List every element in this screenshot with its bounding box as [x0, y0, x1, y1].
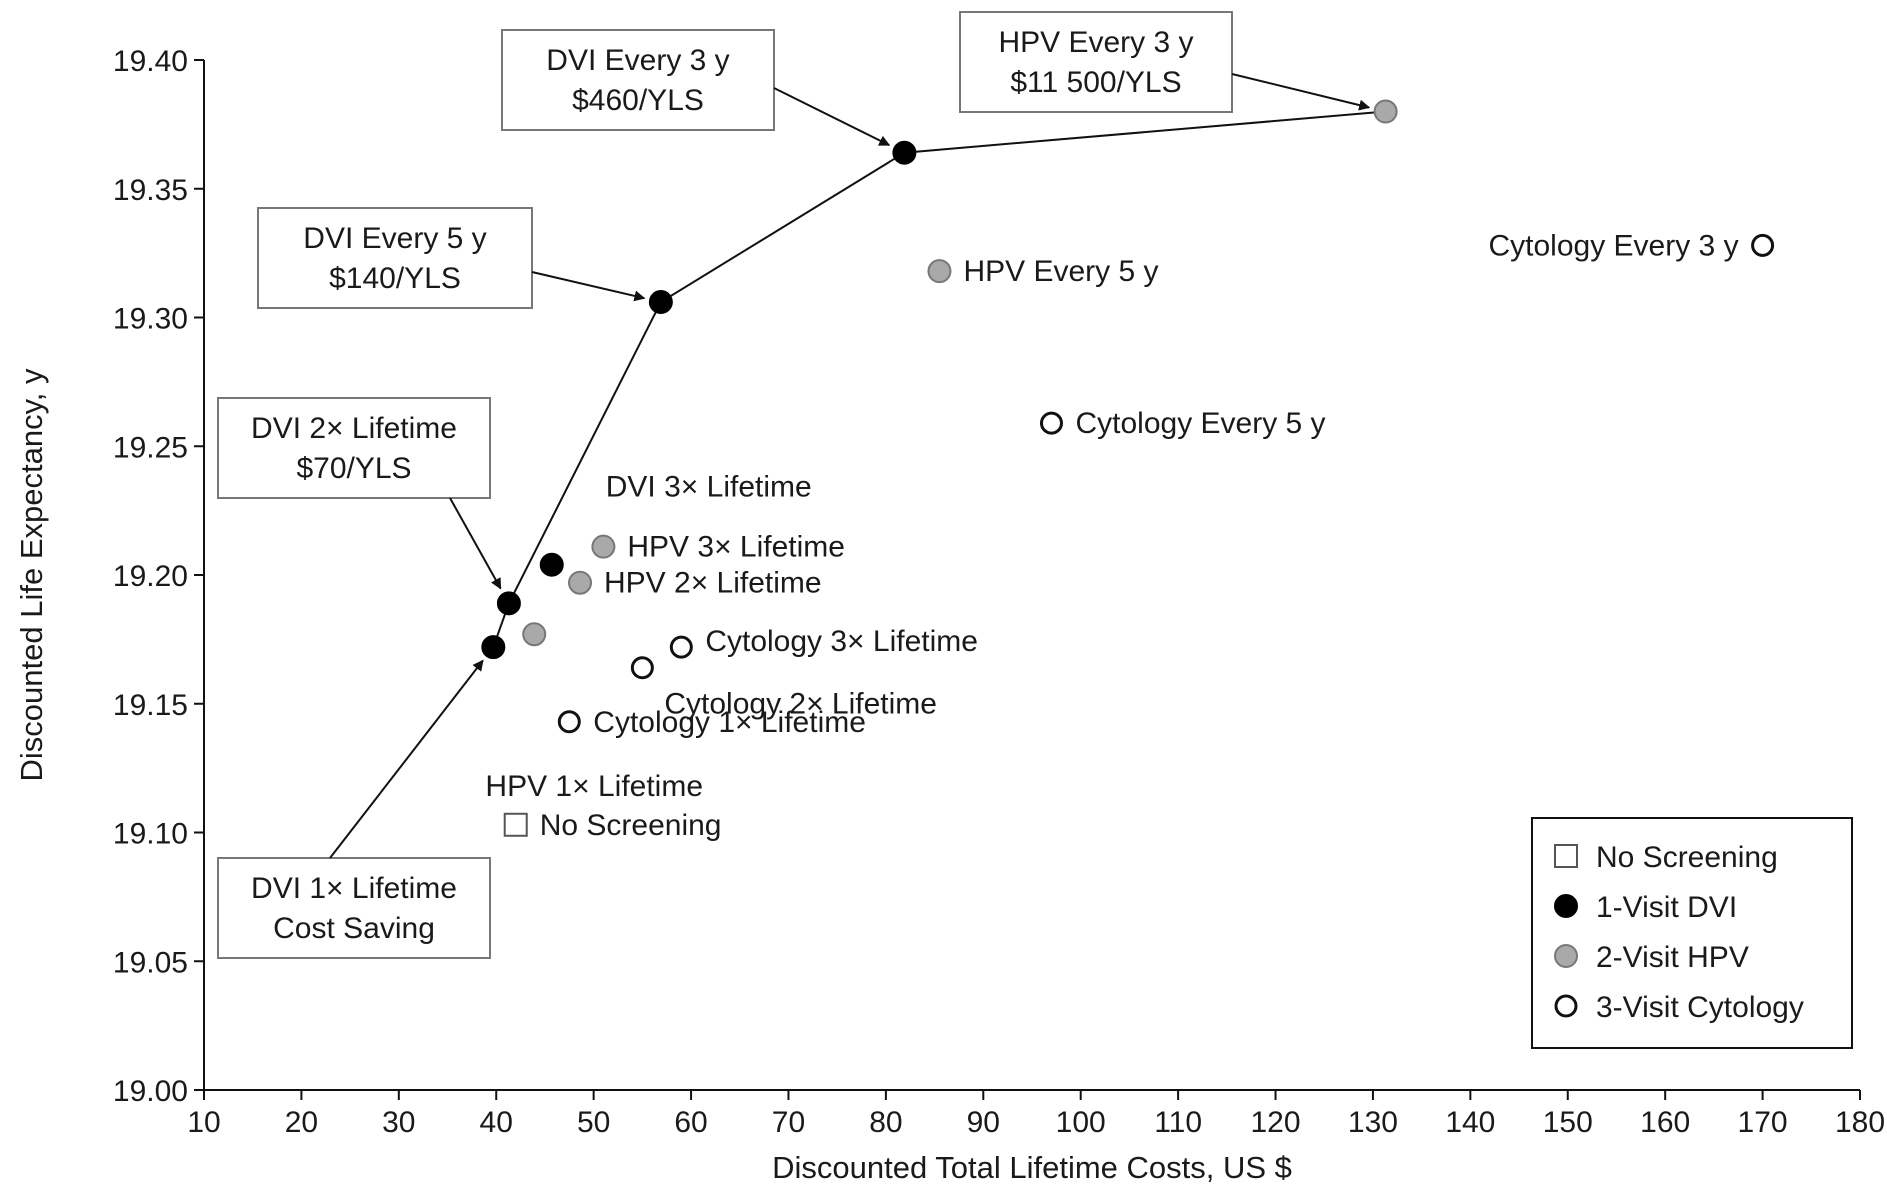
- y-tick-label: 19.15: [113, 689, 188, 722]
- point-labels: No Screening DVI 3× Lifetime HPV 1× Lifeti…: [485, 229, 1738, 841]
- point-label: DVI 3× Lifetime: [606, 471, 812, 504]
- point-label: No Screening: [540, 809, 722, 842]
- x-tick-label: 160: [1640, 1106, 1690, 1139]
- callout-text: DVI 1× Lifetime: [251, 872, 457, 905]
- callouts: DVI 1× Lifetime Cost Saving DVI 2× Lifetim…: [217, 11, 1371, 959]
- x-tick-label: 10: [187, 1106, 220, 1139]
- point-label: HPV Every 5 y: [963, 255, 1158, 288]
- legend-box: [1531, 817, 1853, 1049]
- data-point: [522, 622, 547, 647]
- callout-frame: [257, 207, 533, 309]
- callout-text: DVI Every 3 y: [546, 44, 729, 77]
- callout-arrow: [531, 271, 646, 302]
- y-tick-label: 19.30: [113, 303, 188, 336]
- data-point: [892, 140, 917, 165]
- x-tick-label: 90: [967, 1106, 1000, 1139]
- callout-box: HPV Every 3 y $11 500/YLS: [959, 11, 1371, 113]
- point-label: Cytology 3× Lifetime: [705, 625, 978, 658]
- legend-marker: [1554, 944, 1578, 968]
- point-label: Cytology 2× Lifetime: [664, 688, 937, 721]
- axes: 10 20 30 40 50 60 70 80 90 100 110 120 130 140 150 160 1…: [113, 45, 1885, 1139]
- callout-box: DVI 2× Lifetime $70/YLS: [217, 397, 502, 590]
- callout-text: HPV Every 3 y: [998, 26, 1193, 59]
- data-point: [591, 534, 616, 559]
- data-point: [669, 635, 693, 659]
- data-point: [927, 259, 952, 284]
- y-tick-label: 19.20: [113, 560, 188, 593]
- legend-entry: 3-Visit Cytology: [1596, 991, 1804, 1024]
- callout-text: $460/YLS: [572, 84, 704, 117]
- x-tick-label: 130: [1348, 1106, 1398, 1139]
- y-axis-title: Discounted Life Expectancy, y: [14, 368, 49, 781]
- point-label: HPV 1× Lifetime: [485, 770, 703, 803]
- legend-entry: 2-Visit HPV: [1596, 941, 1749, 974]
- callout-box: DVI 1× Lifetime Cost Saving: [217, 659, 491, 959]
- callout-frame: [217, 397, 491, 499]
- x-tick-label: 180: [1835, 1106, 1885, 1139]
- callout-text: $140/YLS: [329, 262, 461, 295]
- data-point: [496, 591, 521, 616]
- callout-frame: [217, 857, 491, 959]
- x-tick-label: 70: [772, 1106, 805, 1139]
- callout-frame: [501, 29, 775, 131]
- callout-arrow: [449, 497, 502, 590]
- data-point: [1039, 411, 1063, 435]
- x-tick-label: 20: [285, 1106, 318, 1139]
- legend: No Screening 1-Visit DVI 2-Visit HPV 3-Visi…: [1531, 817, 1853, 1049]
- point-label: HPV 2× Lifetime: [604, 567, 822, 600]
- data-point: [1751, 233, 1775, 257]
- legend-entry: 1-Visit DVI: [1596, 891, 1737, 924]
- data-point: [648, 290, 673, 315]
- callout-arrow: [773, 87, 891, 147]
- point-label: Cytology Every 3 y: [1488, 229, 1738, 262]
- callout-box: DVI Every 5 y $140/YLS: [257, 207, 646, 309]
- data-point: [503, 812, 528, 837]
- data-point: [630, 656, 654, 680]
- x-tick-label: 150: [1543, 1106, 1593, 1139]
- callout-text: Cost Saving: [273, 912, 435, 945]
- y-tick-label: 19.35: [113, 174, 188, 207]
- callout-text: DVI Every 5 y: [303, 222, 486, 255]
- x-tick-label: 110: [1154, 1106, 1202, 1139]
- x-tick-label: 80: [869, 1106, 902, 1139]
- point-label: HPV 3× Lifetime: [627, 531, 845, 564]
- data-point: [557, 710, 581, 734]
- callout-arrow: [329, 659, 484, 859]
- data-point: [568, 570, 593, 595]
- y-tick-label: 19.05: [113, 946, 188, 979]
- data-point: [539, 552, 564, 577]
- x-tick-label: 170: [1738, 1106, 1788, 1139]
- callout-text: DVI 2× Lifetime: [251, 412, 457, 445]
- legend-marker: [1554, 894, 1578, 918]
- legend-marker: [1554, 844, 1578, 868]
- y-tick-label: 19.25: [113, 431, 188, 464]
- data-points: [481, 99, 1775, 837]
- x-tick-label: 50: [577, 1106, 610, 1139]
- point-label: Cytology 1× Lifetime: [593, 706, 866, 739]
- data-point: [1373, 99, 1398, 124]
- data-point: [481, 635, 506, 660]
- callout-frame: [959, 11, 1233, 113]
- x-tick-label: 60: [674, 1106, 707, 1139]
- legend-entry: No Screening: [1596, 841, 1778, 874]
- callout-arrow: [1231, 73, 1371, 111]
- point-label: Cytology Every 5 y: [1075, 407, 1325, 440]
- callout-text: $11 500/YLS: [1010, 66, 1181, 99]
- y-tick-label: 19.10: [113, 818, 188, 851]
- x-tick-label: 140: [1445, 1106, 1495, 1139]
- y-tick-label: 19.00: [113, 1075, 188, 1108]
- y-tick-label: 19.40: [113, 45, 188, 78]
- x-tick-label: 120: [1250, 1106, 1300, 1139]
- x-tick-label: 40: [480, 1106, 513, 1139]
- x-tick-label: 100: [1056, 1106, 1106, 1139]
- legend-marker: [1554, 994, 1578, 1018]
- x-tick-label: 30: [382, 1106, 415, 1139]
- callout-text: $70/YLS: [296, 452, 411, 485]
- callout-box: DVI Every 3 y $460/YLS: [501, 29, 891, 147]
- x-axis-title: Discounted Total Lifetime Costs, US $: [772, 1150, 1292, 1185]
